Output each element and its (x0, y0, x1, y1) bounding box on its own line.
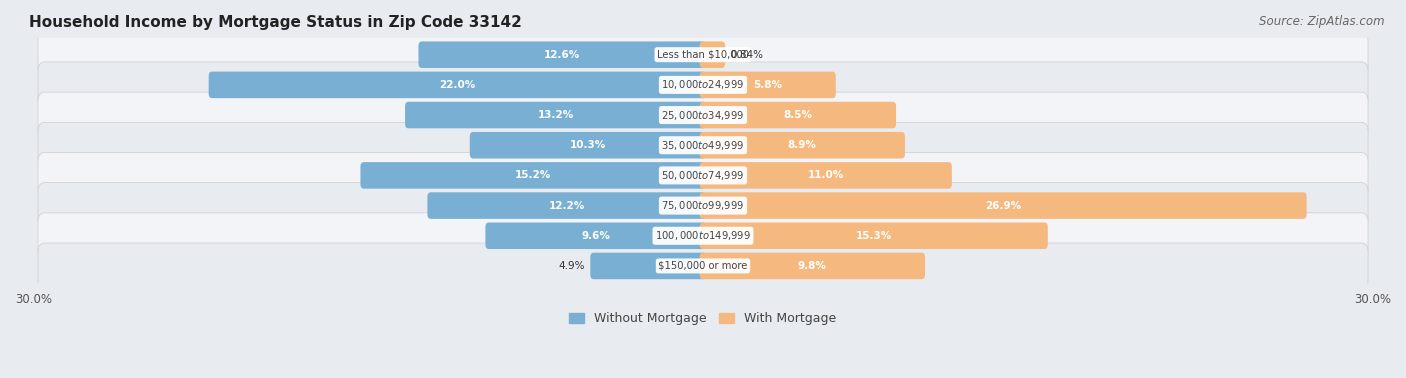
FancyBboxPatch shape (591, 253, 706, 279)
FancyBboxPatch shape (38, 183, 1368, 229)
Text: 10.3%: 10.3% (569, 140, 606, 150)
FancyBboxPatch shape (38, 122, 1368, 168)
Text: 11.0%: 11.0% (807, 170, 844, 180)
Text: 12.2%: 12.2% (548, 201, 585, 211)
Text: 0.84%: 0.84% (731, 50, 763, 60)
Text: 8.9%: 8.9% (787, 140, 817, 150)
Text: $35,000 to $49,999: $35,000 to $49,999 (661, 139, 745, 152)
Text: $75,000 to $99,999: $75,000 to $99,999 (661, 199, 745, 212)
Text: Source: ZipAtlas.com: Source: ZipAtlas.com (1260, 15, 1385, 28)
Text: 22.0%: 22.0% (440, 80, 475, 90)
FancyBboxPatch shape (700, 42, 725, 68)
FancyBboxPatch shape (700, 192, 1306, 219)
Text: 8.5%: 8.5% (783, 110, 813, 120)
Text: 15.2%: 15.2% (515, 170, 551, 180)
FancyBboxPatch shape (405, 102, 706, 129)
FancyBboxPatch shape (360, 162, 706, 189)
Text: 9.6%: 9.6% (582, 231, 610, 241)
Text: 15.3%: 15.3% (856, 231, 891, 241)
FancyBboxPatch shape (38, 92, 1368, 138)
FancyBboxPatch shape (38, 32, 1368, 77)
Text: 26.9%: 26.9% (986, 201, 1021, 211)
FancyBboxPatch shape (38, 62, 1368, 108)
Text: $50,000 to $74,999: $50,000 to $74,999 (661, 169, 745, 182)
Text: 12.6%: 12.6% (544, 50, 581, 60)
FancyBboxPatch shape (700, 162, 952, 189)
FancyBboxPatch shape (38, 213, 1368, 259)
Text: $100,000 to $149,999: $100,000 to $149,999 (655, 229, 751, 242)
FancyBboxPatch shape (700, 132, 905, 158)
FancyBboxPatch shape (700, 253, 925, 279)
Legend: Without Mortgage, With Mortgage: Without Mortgage, With Mortgage (564, 307, 842, 330)
FancyBboxPatch shape (427, 192, 706, 219)
FancyBboxPatch shape (38, 243, 1368, 289)
FancyBboxPatch shape (485, 223, 706, 249)
FancyBboxPatch shape (419, 42, 706, 68)
Text: $25,000 to $34,999: $25,000 to $34,999 (661, 108, 745, 122)
Text: 4.9%: 4.9% (558, 261, 585, 271)
FancyBboxPatch shape (38, 152, 1368, 198)
Text: Household Income by Mortgage Status in Zip Code 33142: Household Income by Mortgage Status in Z… (30, 15, 523, 30)
FancyBboxPatch shape (700, 102, 896, 129)
Text: $10,000 to $24,999: $10,000 to $24,999 (661, 78, 745, 91)
FancyBboxPatch shape (700, 223, 1047, 249)
FancyBboxPatch shape (470, 132, 706, 158)
FancyBboxPatch shape (208, 71, 706, 98)
Text: 13.2%: 13.2% (537, 110, 574, 120)
Text: $150,000 or more: $150,000 or more (658, 261, 748, 271)
FancyBboxPatch shape (700, 71, 835, 98)
Text: Less than $10,000: Less than $10,000 (657, 50, 749, 60)
Text: 9.8%: 9.8% (799, 261, 827, 271)
Text: 5.8%: 5.8% (754, 80, 782, 90)
